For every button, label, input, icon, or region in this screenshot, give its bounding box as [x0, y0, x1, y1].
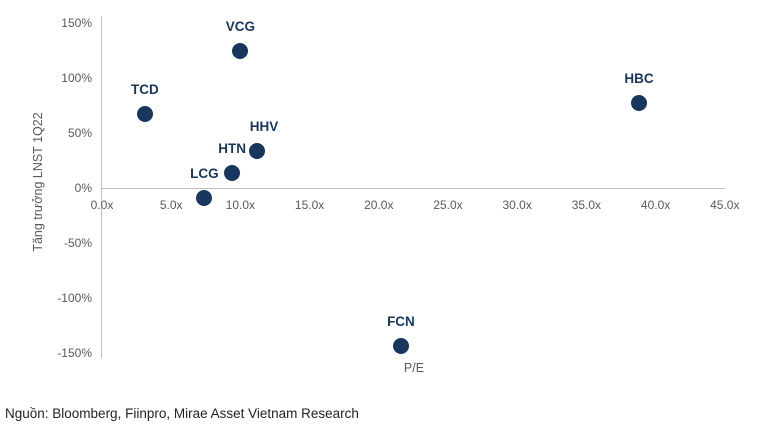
- x-axis-title: P/E: [403, 361, 425, 375]
- point-label-fcn: FCN: [387, 313, 415, 329]
- scatter-point-fcn: [392, 337, 409, 354]
- x-tick-label: 5.0x: [159, 198, 183, 212]
- y-tick-label: -100%: [57, 291, 92, 306]
- x-tick-label: 15.0x: [294, 198, 325, 212]
- scatter-point-vcg: [232, 42, 249, 59]
- point-label-hhv: HHV: [249, 118, 279, 134]
- y-axis-title: Tăng trưởng LNST 1Q22: [31, 112, 45, 252]
- x-tick-label: 40.0x: [640, 198, 671, 212]
- y-tick-label: -50%: [63, 236, 92, 251]
- source-note: Nguồn: Bloomberg, Fiinpro, Mirae Asset V…: [5, 406, 359, 421]
- scatter-point-hhv: [249, 142, 265, 159]
- x-tick-label: 10.0x: [225, 198, 256, 212]
- x-tick-label: 20.0x: [364, 198, 394, 212]
- y-tick-label: 0%: [74, 181, 92, 196]
- x-tick-label: 25.0x: [433, 198, 463, 212]
- x-axis-line: [102, 187, 725, 189]
- x-tick-label: 35.0x: [571, 198, 602, 212]
- point-label-htn: HTN: [218, 140, 246, 156]
- scatter-point-tcd: [136, 105, 153, 122]
- point-label-hbc: HBC: [624, 70, 654, 86]
- point-label-vcg: VCG: [225, 18, 256, 34]
- scatter-point-hbc: [630, 94, 647, 111]
- scatter-point-htn: [224, 164, 241, 181]
- x-tick-label: 30.0x: [502, 198, 532, 212]
- point-label-lcg: LCG: [190, 166, 219, 182]
- y-tick-label: 100%: [61, 71, 92, 86]
- y-tick-label: -150%: [57, 346, 92, 361]
- x-tick-label: 0.0x: [90, 198, 114, 212]
- point-label-tcd: TCD: [131, 81, 159, 97]
- scatter-point-lcg: [196, 190, 213, 207]
- y-tick-label: 150%: [61, 16, 92, 31]
- x-tick-label: 45.0x: [710, 198, 740, 212]
- y-axis-line: [101, 16, 103, 358]
- y-tick-label: 50%: [67, 126, 92, 141]
